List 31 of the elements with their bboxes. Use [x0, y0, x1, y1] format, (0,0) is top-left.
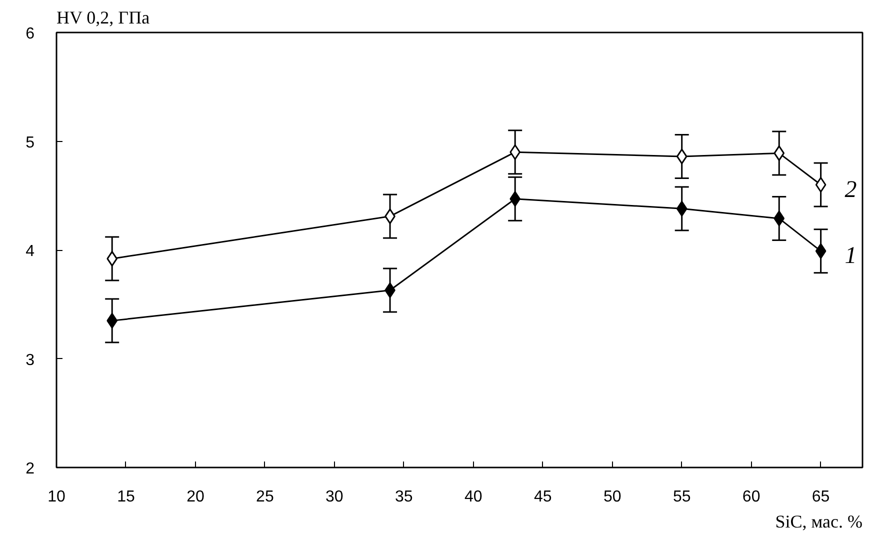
x-tick-label: 25	[256, 488, 274, 506]
point	[815, 243, 826, 259]
point	[676, 200, 688, 216]
point	[510, 191, 521, 207]
point	[676, 148, 688, 164]
x-tick-label: 15	[117, 488, 135, 506]
y-tick-label: 3	[26, 352, 35, 369]
point	[815, 177, 826, 192]
x-tick-label: 65	[812, 488, 830, 506]
y-tick-label: 4	[26, 243, 35, 260]
x-tick-label: 50	[603, 488, 622, 506]
x-tick-label: 45	[534, 488, 552, 506]
x-tick-label: 60	[742, 488, 760, 506]
x-tick-label: 35	[395, 488, 413, 506]
x-axis-title: SiC, мас. %	[775, 512, 863, 532]
x-tick-label: 55	[672, 488, 691, 506]
y-tick-label: 6	[26, 26, 35, 42]
point	[106, 250, 118, 266]
y-tick-label: 5	[26, 134, 35, 152]
point	[774, 210, 785, 226]
x-tick-label: 20	[186, 488, 204, 506]
x-tick-label: 30	[326, 488, 344, 506]
point	[774, 145, 785, 161]
x-tick-label: 40	[464, 488, 482, 506]
y-axis-title: HV 0,2, ГПа	[56, 8, 150, 28]
point	[106, 312, 118, 328]
y-tick-label: 2	[26, 460, 35, 478]
series-label: 1	[844, 243, 857, 270]
series-label: 2	[844, 176, 857, 203]
point	[510, 144, 521, 160]
x-tick-label: 10	[48, 488, 66, 506]
